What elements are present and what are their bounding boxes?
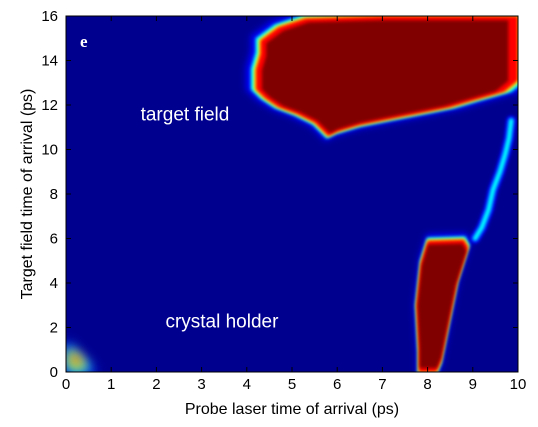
streak [470, 115, 517, 244]
heatmap-regions [66, 16, 518, 372]
region-corner [66, 341, 95, 372]
region-target-field [245, 16, 518, 142]
panel-label: e [80, 32, 88, 51]
x-tick-label: 9 [469, 376, 477, 393]
y-axis: 0 2 4 6 8 10 12 14 16 [41, 8, 518, 381]
x-tick-label: 5 [288, 376, 296, 393]
y-tick-label: 8 [50, 186, 58, 203]
streak-inner [472, 118, 514, 241]
region-layer [72, 352, 83, 364]
x-tick-label: 3 [197, 376, 205, 393]
y-tick-label: 0 [50, 364, 58, 381]
annotation-crystal-holder: crystal holder [165, 312, 279, 333]
annotation-target-field: target field [141, 105, 230, 126]
x-tick-label: 0 [62, 376, 70, 393]
region-crystal-holder [414, 233, 472, 372]
y-tick-label: 12 [41, 97, 58, 114]
x-tick-label: 1 [107, 376, 115, 393]
y-tick-label: 6 [50, 231, 58, 248]
x-tick-label: 8 [423, 376, 431, 393]
y-tick-label: 16 [41, 8, 58, 25]
y-tick-label: 2 [50, 320, 58, 337]
x-axis: 0 1 2 3 4 5 6 7 8 9 10 [62, 16, 527, 393]
y-axis-label: Target field time of arrival (ps) [19, 89, 36, 300]
region-layer [261, 20, 509, 134]
x-tick-label: 6 [333, 376, 341, 393]
region-layer [417, 243, 467, 368]
x-axis-label: Probe laser time of arrival (ps) [185, 401, 399, 418]
y-tick-label: 4 [50, 275, 58, 292]
x-tick-label: 7 [378, 376, 386, 393]
y-tick-label: 14 [41, 53, 58, 70]
x-tick-label: 4 [243, 376, 251, 393]
x-tick-label: 2 [152, 376, 160, 393]
x-tick-label: 10 [510, 376, 527, 393]
y-tick-label: 10 [41, 142, 58, 159]
